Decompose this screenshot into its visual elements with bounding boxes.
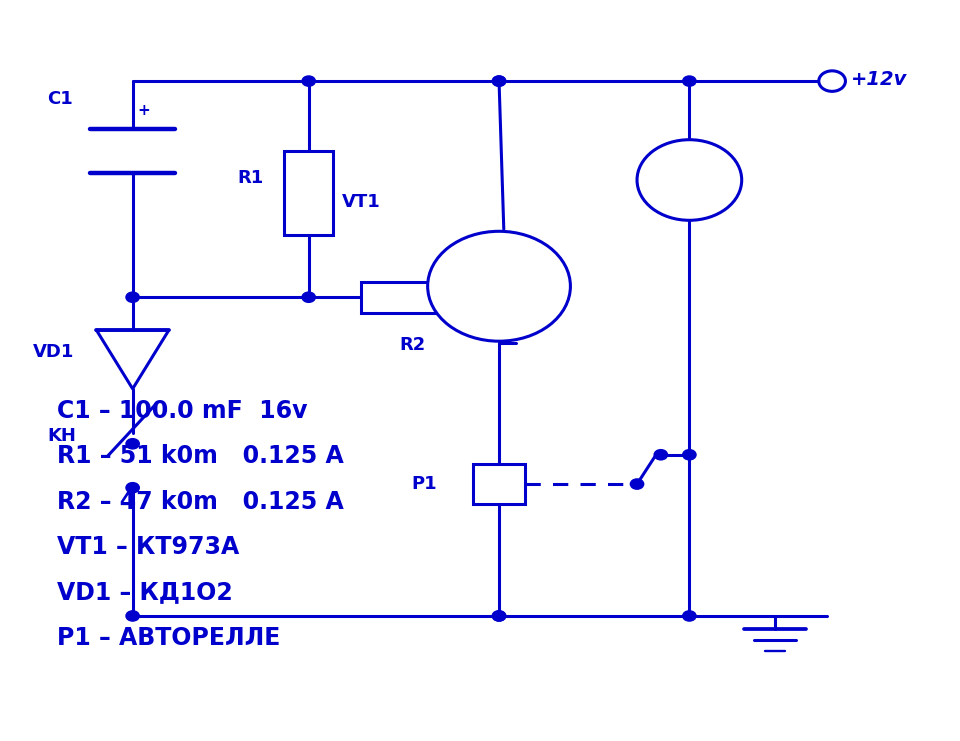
Text: VD1 – КД1О2: VD1 – КД1О2	[57, 580, 232, 605]
Circle shape	[492, 76, 506, 86]
Circle shape	[492, 611, 506, 621]
Circle shape	[819, 71, 846, 91]
Text: P1 – АВТОРЕЛЛЕ: P1 – АВТОРЕЛЛЕ	[57, 626, 280, 650]
Text: +12v: +12v	[852, 70, 907, 89]
Circle shape	[683, 611, 696, 621]
Text: R2: R2	[399, 336, 425, 354]
Circle shape	[126, 292, 139, 302]
Text: VT1 – КТ973А: VT1 – КТ973А	[57, 535, 239, 559]
Circle shape	[654, 450, 667, 460]
Text: C1 – 100.0 mF  16v: C1 – 100.0 mF 16v	[57, 399, 307, 423]
Circle shape	[492, 611, 506, 621]
Text: KH: KH	[47, 428, 76, 445]
Text: +: +	[137, 103, 150, 118]
Text: R1: R1	[237, 169, 264, 187]
Circle shape	[683, 76, 696, 86]
Circle shape	[683, 450, 696, 460]
Circle shape	[631, 479, 644, 489]
Circle shape	[126, 482, 139, 493]
Text: R2 – 47 k0m   0.125 A: R2 – 47 k0m 0.125 A	[57, 490, 344, 514]
Bar	[284, 150, 333, 235]
Circle shape	[126, 439, 139, 449]
Circle shape	[427, 231, 570, 341]
Text: VT1: VT1	[342, 193, 381, 211]
Text: VD1: VD1	[33, 343, 74, 361]
Bar	[361, 282, 456, 313]
Text: R1 – 51 k0m   0.125 A: R1 – 51 k0m 0.125 A	[57, 444, 344, 468]
Circle shape	[302, 292, 316, 302]
Bar	[473, 464, 525, 504]
Circle shape	[126, 611, 139, 621]
Circle shape	[637, 140, 742, 220]
Text: C1: C1	[47, 90, 73, 108]
Text: P1: P1	[411, 475, 437, 493]
Circle shape	[302, 76, 316, 86]
Circle shape	[492, 76, 506, 86]
